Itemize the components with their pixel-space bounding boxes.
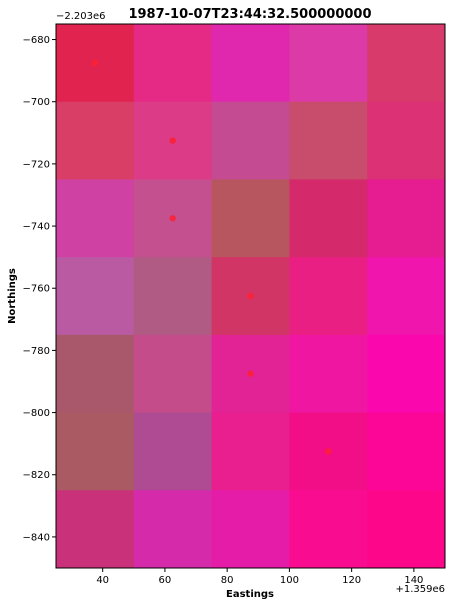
heatmap-cell (289, 101, 368, 180)
data-point (169, 215, 176, 222)
y-axis-offset-label: −2.203e6 (56, 11, 106, 22)
data-point (325, 448, 332, 455)
heatmap-cell (56, 101, 135, 180)
heatmap-cell (133, 490, 213, 569)
heatmap-cell (56, 490, 135, 569)
x-tick-label: 80 (221, 575, 234, 586)
data-point (169, 137, 176, 144)
heatmap-cell (211, 179, 290, 258)
chart-title: 1987-10-07T23:44:32.500000000 (128, 7, 371, 22)
data-point (247, 370, 254, 377)
heatmap-cell (289, 334, 368, 414)
heatmap-cell (133, 24, 213, 103)
y-tick-label: −780 (23, 346, 50, 357)
data-point (91, 59, 99, 67)
x-tick-label: 40 (96, 575, 109, 586)
heatmap-cell (367, 24, 446, 103)
heatmap-cell (289, 179, 368, 258)
heatmap-cell (367, 490, 446, 569)
plot-frame (55, 23, 446, 569)
heatmap-cell (367, 257, 446, 336)
x-axis-ticks: 40 60 80 100 120 140 (96, 568, 423, 586)
heatmap-cell (289, 257, 368, 336)
y-tick-label: −800 (23, 408, 50, 419)
data-point (247, 292, 254, 300)
y-tick-label: −740 (23, 222, 50, 233)
heatmap-cell (289, 490, 368, 569)
heatmap-cells (56, 24, 446, 569)
x-tick-label: 100 (280, 575, 299, 586)
heatmap-cell (211, 101, 290, 180)
x-tick-label: 60 (159, 575, 172, 586)
heatmap-cell (56, 257, 135, 336)
heatmap-cell (133, 257, 213, 336)
y-tick-label: −680 (23, 35, 50, 46)
heatmap-cell (367, 334, 446, 414)
heatmap-cell (56, 412, 135, 491)
heatmap-cell (367, 412, 446, 491)
y-tick-label: −760 (23, 284, 50, 295)
x-axis-label: Eastings (226, 589, 274, 600)
heatmap-cell (56, 334, 135, 414)
data-points (91, 59, 332, 455)
x-axis-offset-label: +1.359e6 (395, 584, 445, 595)
y-tick-label: −840 (23, 532, 50, 543)
heatmap-cell (133, 334, 213, 414)
heatmap-cell (211, 490, 290, 569)
heatmap-cell (211, 24, 290, 103)
x-tick-label: 120 (342, 575, 361, 586)
heatmap-cell (367, 179, 446, 258)
heatmap-cell (133, 412, 213, 491)
heatmap-cell (367, 101, 446, 180)
y-tick-label: −700 (23, 97, 50, 108)
heatmap-cell (56, 179, 135, 258)
heatmap-cell (289, 24, 368, 103)
y-axis-label: Northings (7, 268, 18, 324)
x-tick-label: 140 (404, 575, 423, 586)
y-tick-label: −720 (23, 159, 50, 170)
heatmap-cell (211, 412, 290, 491)
y-axis-ticks: −680 −700 −720 −740 −760 −780 −800 −820 −840 (23, 35, 56, 543)
y-tick-label: −820 (23, 470, 50, 481)
